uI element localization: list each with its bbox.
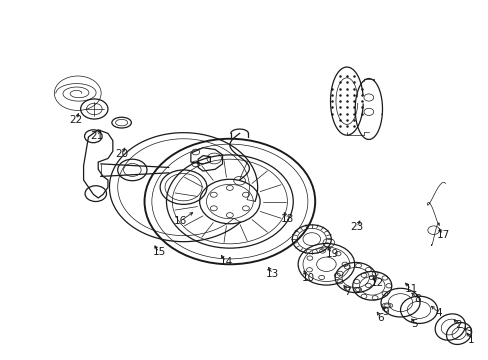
Text: 18: 18 — [280, 214, 293, 224]
Text: 2: 2 — [455, 320, 462, 330]
Text: 17: 17 — [436, 230, 449, 239]
Text: 1: 1 — [467, 334, 473, 345]
Text: 12: 12 — [370, 278, 383, 288]
Text: 7: 7 — [344, 287, 350, 297]
Text: 10: 10 — [301, 273, 314, 283]
Text: 6: 6 — [377, 313, 384, 323]
Text: 21: 21 — [90, 131, 103, 141]
Text: 9: 9 — [382, 307, 388, 317]
Text: 4: 4 — [434, 308, 441, 318]
Text: 16: 16 — [173, 216, 186, 226]
Text: 20: 20 — [115, 149, 128, 159]
Text: 19: 19 — [325, 248, 338, 258]
Text: 15: 15 — [152, 247, 165, 257]
Text: 5: 5 — [410, 319, 417, 329]
Text: 22: 22 — [69, 115, 83, 125]
Text: 3: 3 — [465, 327, 471, 337]
Text: 14: 14 — [219, 257, 232, 267]
Text: 11: 11 — [404, 284, 417, 294]
Text: 8: 8 — [413, 294, 420, 304]
Text: 23: 23 — [349, 222, 363, 232]
Text: 13: 13 — [265, 269, 279, 279]
